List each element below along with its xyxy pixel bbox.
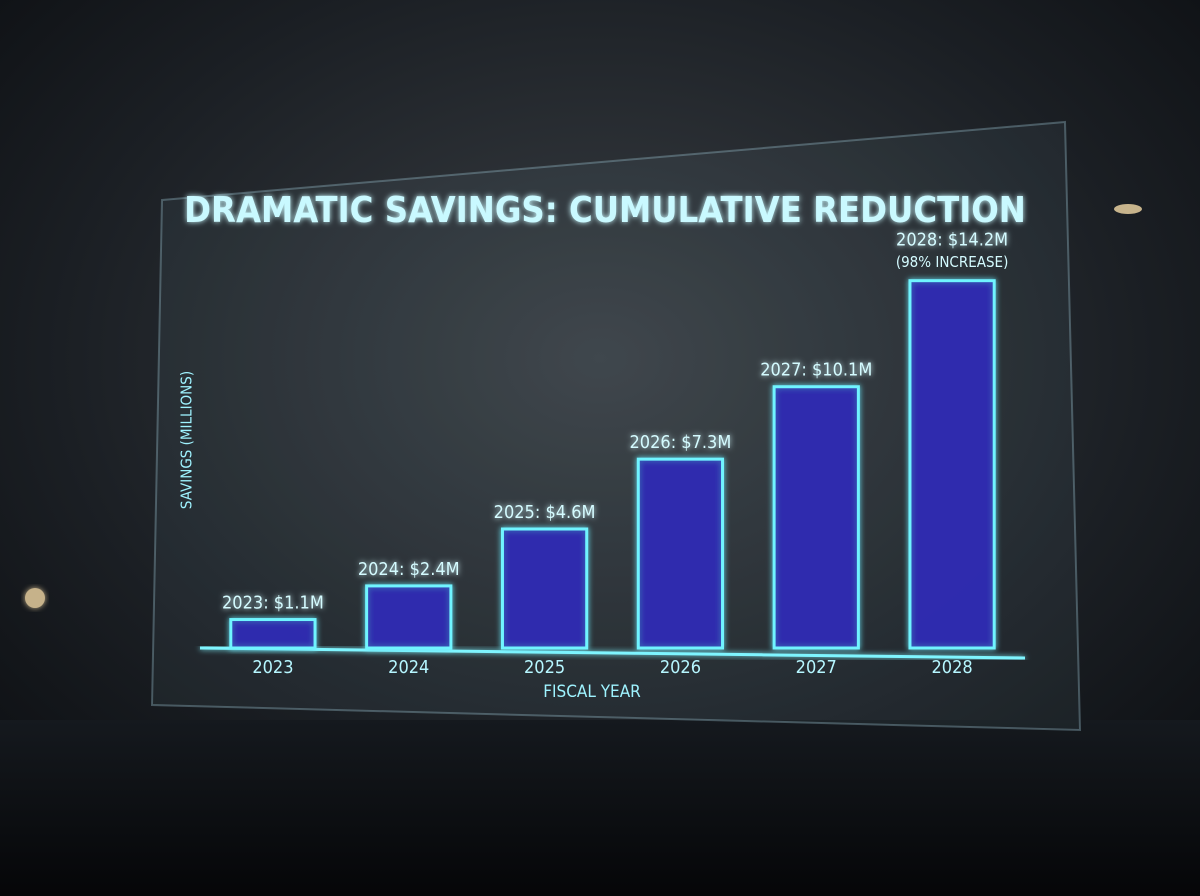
x-axis	[199, 646, 1026, 660]
bar	[772, 385, 860, 650]
chart-title: DRAMATIC SAVINGS: CUMULATIVE REDUCTION	[184, 190, 1026, 231]
value-label: 2024: $2.4M	[358, 559, 460, 580]
light	[1114, 204, 1142, 214]
annotation: (98% INCREASE)	[896, 253, 1009, 271]
bar	[908, 279, 996, 650]
y-axis-label: SAVINGS (MILLIONS)	[178, 371, 196, 509]
value-label: 2025: $4.6M	[494, 502, 596, 523]
x-tick-label: 2024	[388, 657, 429, 678]
bar	[500, 527, 589, 650]
bar	[636, 457, 725, 650]
bar	[229, 618, 317, 650]
value-label: 2026: $7.3M	[630, 432, 732, 453]
value-label: 2028: $14.2M	[896, 230, 1008, 251]
floor	[0, 720, 1200, 896]
light	[25, 588, 45, 608]
value-label: 2023: $1.1M	[222, 593, 324, 614]
x-tick-label: 2023	[252, 657, 293, 678]
x-tick-label: 2025	[524, 657, 565, 678]
x-tick-label: 2027	[796, 657, 837, 678]
x-axis-label: FISCAL YEAR	[543, 682, 641, 702]
x-tick-label: 2026	[660, 657, 701, 678]
x-tick-label: 2028	[931, 657, 972, 678]
value-label: 2027: $10.1M	[760, 360, 872, 381]
bar	[365, 584, 453, 650]
